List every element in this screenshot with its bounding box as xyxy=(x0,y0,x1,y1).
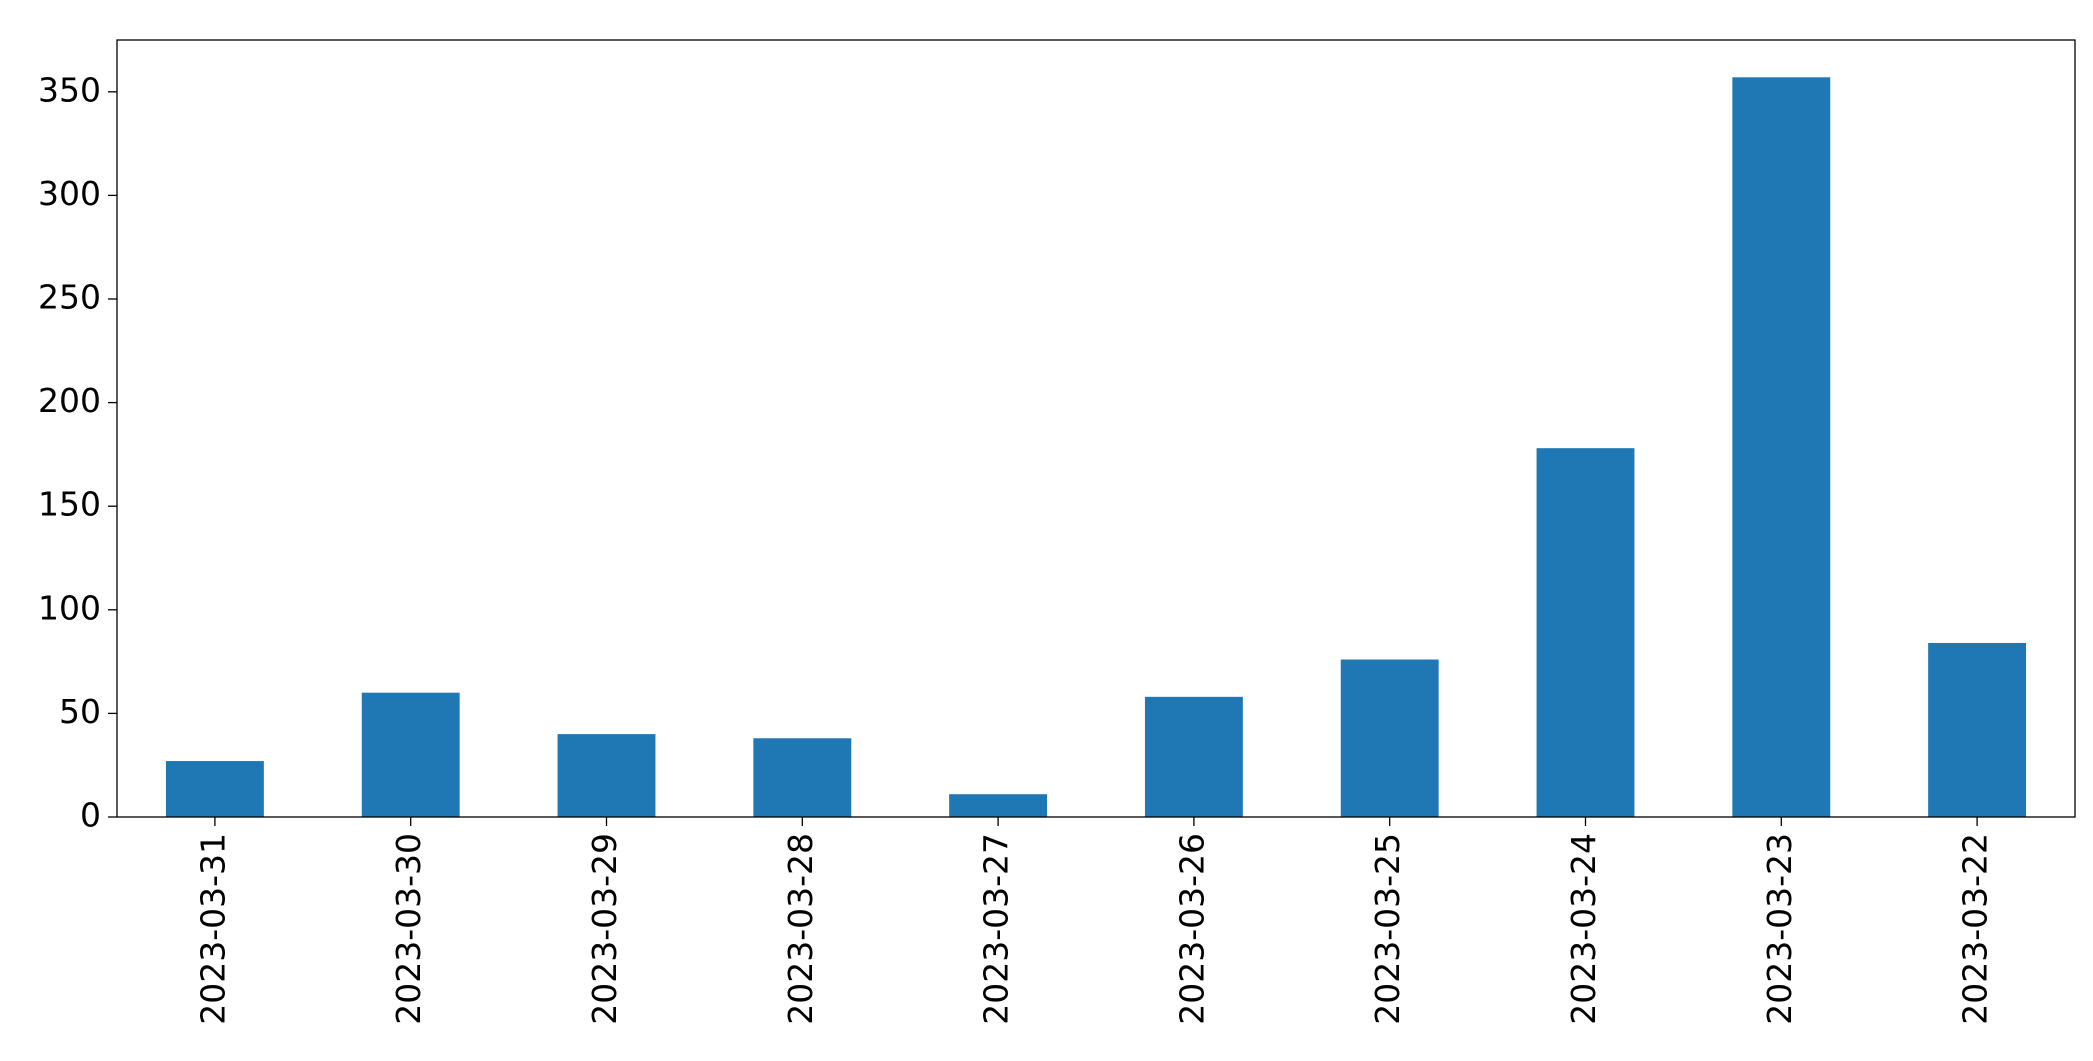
bar xyxy=(949,794,1048,817)
y-tick-label: 200 xyxy=(38,381,101,420)
axes-frame xyxy=(116,39,2076,818)
x-tick-label: 2023-03-28 xyxy=(781,833,820,1025)
bar xyxy=(1536,448,1635,817)
x-tick-label: 2023-03-27 xyxy=(977,833,1016,1025)
bar xyxy=(361,692,460,817)
x-tick-label: 2023-03-29 xyxy=(585,833,624,1025)
x-tick-label: 2023-03-22 xyxy=(1956,833,1995,1025)
y-tick-label: 300 xyxy=(38,174,101,213)
bar xyxy=(1928,642,2027,817)
y-tick-label: 100 xyxy=(38,588,101,627)
y-tick-label: 50 xyxy=(59,692,101,731)
bar xyxy=(1144,696,1243,817)
bar xyxy=(1340,659,1439,817)
x-tick-label: 2023-03-24 xyxy=(1564,833,1603,1025)
x-tick-label: 2023-03-23 xyxy=(1760,833,1799,1025)
bar xyxy=(753,738,852,817)
bar xyxy=(557,734,656,817)
bar xyxy=(1732,77,1831,817)
y-tick-label: 250 xyxy=(38,278,101,317)
y-tick-label: 0 xyxy=(80,796,101,835)
x-tick-label: 2023-03-26 xyxy=(1172,833,1211,1025)
y-tick-label: 350 xyxy=(38,70,101,109)
x-tick-label: 2023-03-25 xyxy=(1368,833,1407,1025)
x-tick-label: 2023-03-30 xyxy=(389,833,428,1025)
bar xyxy=(165,761,264,817)
y-tick-label: 150 xyxy=(38,485,101,524)
x-tick-label: 2023-03-31 xyxy=(193,833,232,1025)
